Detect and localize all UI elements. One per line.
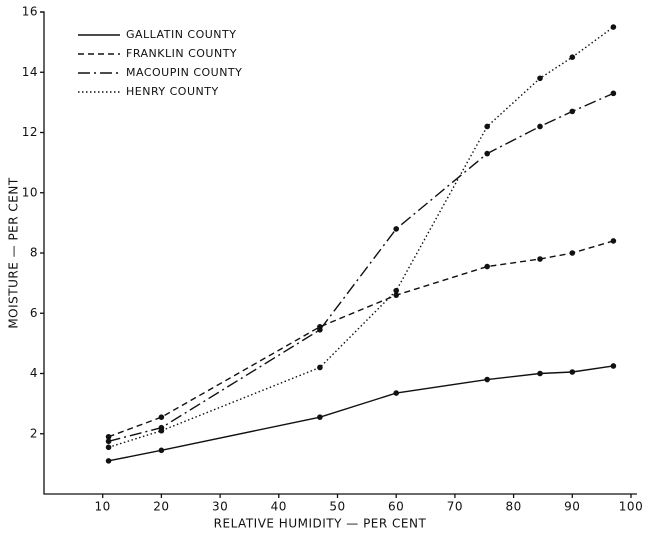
data-point xyxy=(569,369,576,375)
data-point xyxy=(610,90,617,97)
x-tick-label: 100 xyxy=(619,500,643,514)
series-line xyxy=(108,26,614,448)
data-point xyxy=(537,123,543,130)
legend-label: HENRY COUNTY xyxy=(126,85,219,98)
x-tick-label: 30 xyxy=(212,500,228,514)
series-line xyxy=(108,92,614,442)
data-point xyxy=(105,433,112,440)
data-point xyxy=(484,150,490,157)
data-point xyxy=(317,364,323,371)
data-point xyxy=(569,108,576,115)
data-point xyxy=(393,226,400,232)
data-point xyxy=(105,438,112,445)
x-tick-label: 40 xyxy=(271,500,287,514)
y-tick-label: 16 xyxy=(22,5,38,19)
legend-label: FRANKLIN COUNTY xyxy=(126,47,237,60)
data-point xyxy=(484,123,490,130)
x-tick-label: 70 xyxy=(447,500,463,514)
data-point xyxy=(105,444,112,451)
y-tick-label: 8 xyxy=(30,246,38,260)
series-line xyxy=(108,365,614,462)
data-point xyxy=(537,370,543,377)
y-tick-label: 6 xyxy=(30,306,38,320)
x-tick-label: 80 xyxy=(505,500,521,514)
legend-label: GALLATIN COUNTY xyxy=(126,28,236,41)
data-point xyxy=(393,292,400,298)
data-point xyxy=(484,376,490,383)
x-axis-label: RELATIVE HUMIDITY — PER CENT xyxy=(214,517,427,531)
data-point xyxy=(158,447,165,454)
legend-label: MACOUPIN COUNTY xyxy=(126,66,242,79)
y-tick-label: 12 xyxy=(22,125,38,139)
data-point xyxy=(484,263,490,270)
data-point xyxy=(158,427,165,434)
data-point xyxy=(537,256,543,262)
y-tick-label: 4 xyxy=(30,366,38,380)
data-point xyxy=(569,250,576,256)
data-point xyxy=(317,414,323,420)
data-point xyxy=(610,363,617,369)
y-axis-label: MOISTURE — PER CENT xyxy=(7,177,21,329)
data-point xyxy=(158,414,165,420)
y-tick-label: 2 xyxy=(30,426,38,440)
x-tick-label: 20 xyxy=(153,500,169,514)
y-tick-label: 14 xyxy=(22,65,38,79)
data-point xyxy=(569,54,576,60)
data-point xyxy=(537,75,543,82)
data-point xyxy=(393,390,400,396)
x-tick-label: 90 xyxy=(564,500,580,514)
series-line xyxy=(108,240,614,438)
x-tick-label: 10 xyxy=(95,500,111,514)
y-tick-label: 10 xyxy=(22,185,38,199)
x-tick-label: 60 xyxy=(388,500,404,514)
data-point xyxy=(317,327,323,333)
data-point xyxy=(393,287,400,294)
x-tick-label: 50 xyxy=(329,500,345,514)
data-point xyxy=(105,458,112,464)
data-point xyxy=(610,24,617,30)
data-point xyxy=(610,238,617,244)
